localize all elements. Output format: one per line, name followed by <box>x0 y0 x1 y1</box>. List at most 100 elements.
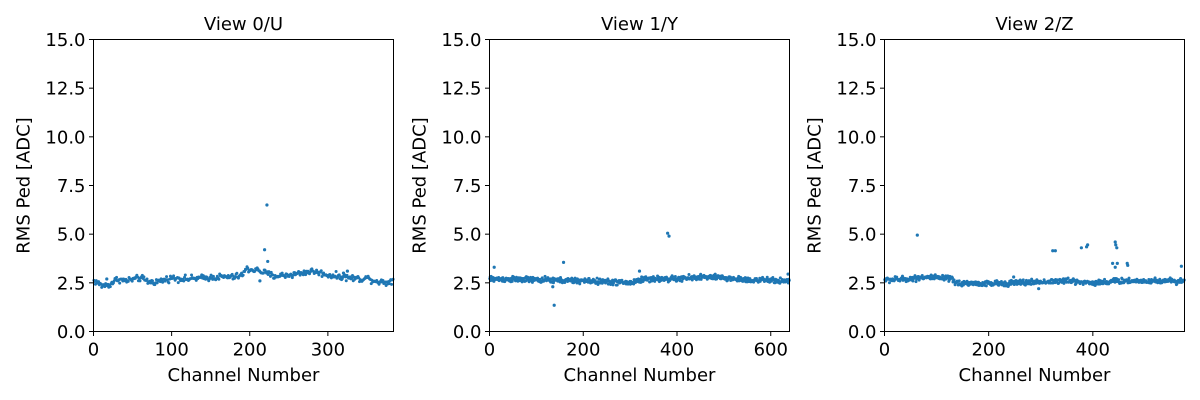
data-point <box>261 271 265 275</box>
data-point <box>280 271 284 275</box>
y-tick-label: 7.5 <box>57 176 86 197</box>
y-tick-label: 7.5 <box>453 176 482 197</box>
data-point <box>765 275 769 279</box>
data-point <box>230 272 234 276</box>
data-point <box>320 275 324 279</box>
data-point <box>150 279 154 283</box>
outlier-point <box>666 231 670 235</box>
data-points <box>883 233 1186 291</box>
outlier-point <box>1115 246 1119 250</box>
data-point <box>176 281 180 285</box>
y-tick-label: 7.5 <box>848 176 877 197</box>
outlier-point <box>551 285 555 289</box>
x-tick-label: 0 <box>88 340 99 361</box>
data-point <box>914 280 918 284</box>
data-point <box>333 274 337 278</box>
x-axis-label: Channel Number <box>564 365 717 386</box>
y-tick-label: 10.0 <box>836 127 876 148</box>
chart-panel-0: View 0/U 0.0 2.5 5.0 7.5 10.0 12.5 15.0 0 100 200 3… <box>14 14 395 386</box>
x-tick-label: 0 <box>484 340 495 361</box>
data-point <box>887 281 891 285</box>
data-point <box>172 274 176 278</box>
x-tick-label: 300 <box>311 340 345 361</box>
data-point <box>350 276 354 280</box>
data-point <box>687 273 691 277</box>
x-tick-label: 400 <box>1076 340 1110 361</box>
data-point <box>543 274 547 278</box>
data-point <box>615 283 619 287</box>
data-point <box>149 281 153 285</box>
plot-frame <box>884 39 1185 332</box>
outlier-point <box>1111 261 1115 265</box>
chart-title: View 1/Y <box>601 14 679 35</box>
outlier-point <box>265 203 269 207</box>
data-point <box>510 279 514 283</box>
y-tick-label: 10.0 <box>45 127 85 148</box>
y-axis-label: RMS Ped [ADC] <box>805 117 826 253</box>
outlier-point <box>561 260 566 264</box>
data-point <box>182 279 186 283</box>
x-tick-label: 600 <box>754 340 788 361</box>
data-point <box>587 276 591 280</box>
data-point <box>606 282 610 286</box>
y-tick-label: 15.0 <box>45 30 85 51</box>
data-point <box>507 277 511 281</box>
plot-frame <box>489 39 790 332</box>
outlier-point <box>1179 264 1183 268</box>
data-point <box>920 273 924 277</box>
x-tick-label: 200 <box>566 340 600 361</box>
data-point <box>1179 277 1183 281</box>
outlier-point <box>786 272 790 276</box>
outlier-point <box>915 233 919 237</box>
data-point <box>1066 276 1070 280</box>
data-point <box>961 283 965 287</box>
data-point <box>168 274 172 278</box>
x-tick-label: 200 <box>233 340 267 361</box>
outlier-point <box>552 303 556 307</box>
y-tick-label: 5.0 <box>453 225 482 246</box>
data-point <box>690 278 694 282</box>
data-point <box>952 278 956 282</box>
y-tick-label: 2.5 <box>453 273 482 294</box>
y-tick-label: 15.0 <box>441 30 481 51</box>
data-point <box>211 274 215 278</box>
y-tick-label: 2.5 <box>57 273 86 294</box>
data-point <box>578 282 582 286</box>
data-point <box>233 275 237 279</box>
x-tick-label: 400 <box>660 340 694 361</box>
outlier-point <box>1012 275 1016 279</box>
data-point <box>94 279 98 283</box>
data-point <box>884 279 888 283</box>
data-point <box>118 281 122 285</box>
outlier-point <box>1114 243 1118 247</box>
x-axis-label: Channel Number <box>959 365 1112 386</box>
outlier-point <box>1113 240 1117 244</box>
data-point <box>377 282 381 286</box>
data-point <box>183 275 187 279</box>
data-point <box>138 279 142 283</box>
data-point <box>108 285 112 289</box>
chart-panel-1: View 1/Y 0.0 2.5 5.0 7.5 10.0 12.5 15.0 0 200 400 6… <box>410 14 791 386</box>
outlier-point <box>345 269 350 273</box>
data-point <box>142 275 146 279</box>
chart-title: View 0/U <box>204 14 283 35</box>
data-point <box>130 279 134 283</box>
data-point <box>283 276 287 280</box>
outlier-point <box>341 271 346 275</box>
data-point <box>291 273 295 277</box>
data-point <box>99 282 103 286</box>
outlier-point <box>1053 249 1057 253</box>
outlier-point <box>1084 245 1089 249</box>
data-point <box>563 280 567 284</box>
y-tick-label: 12.5 <box>441 79 481 100</box>
data-point <box>271 273 275 277</box>
chart-title: View 2/Z <box>995 14 1073 35</box>
data-point <box>673 274 677 278</box>
x-tick-label: 200 <box>971 340 1005 361</box>
y-axis-label: RMS Ped [ADC] <box>410 117 431 253</box>
y-tick-label: 5.0 <box>57 225 86 246</box>
data-point <box>344 279 348 283</box>
data-points <box>488 231 791 307</box>
data-point <box>1021 278 1025 282</box>
